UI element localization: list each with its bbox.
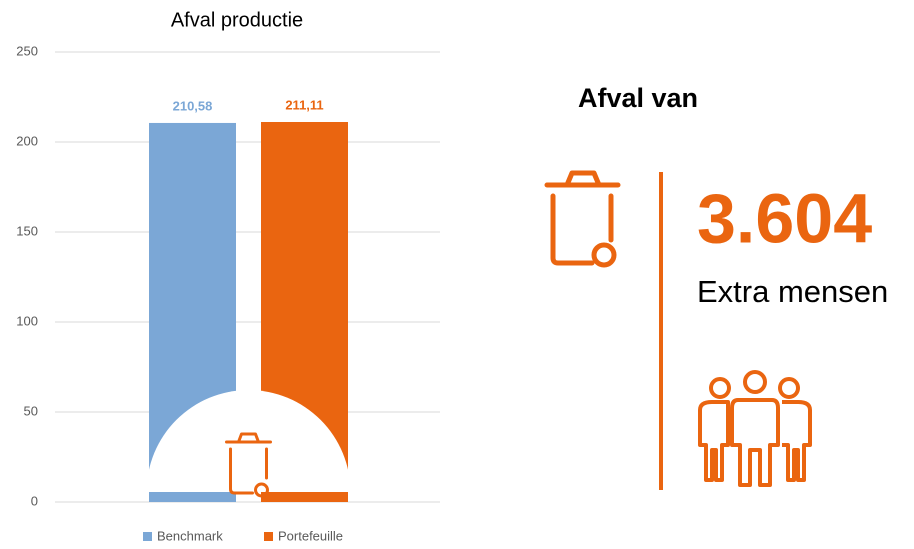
people-icon xyxy=(698,370,812,487)
legend-swatch xyxy=(264,532,273,541)
legend-swatch xyxy=(143,532,152,541)
y-tick-label: 200 xyxy=(16,133,38,148)
plot-area: 0 50 100 150 200 250 210,58 211,11 Benchmark Port… xyxy=(16,43,440,543)
y-tick-label: 50 xyxy=(24,403,38,418)
count: 3.604 xyxy=(697,179,872,257)
value-label: 211,11 xyxy=(285,97,323,112)
trash-lid xyxy=(225,432,272,444)
trash-wheel xyxy=(254,482,269,498)
info-panel: Afval van 3.604 Extra mensen xyxy=(544,83,888,490)
chart-title: Afval productie xyxy=(171,9,303,31)
trash-body xyxy=(229,447,254,495)
y-tick-label: 150 xyxy=(16,223,38,238)
value-label: 210,58 xyxy=(173,98,213,113)
legend-label: Benchmark xyxy=(157,528,223,543)
legend-label: Portefeuille xyxy=(278,528,343,543)
y-tick-label: 100 xyxy=(16,313,38,328)
y-tick-label: 0 xyxy=(31,493,38,508)
caption: Extra mensen xyxy=(697,274,888,309)
y-tick-label: 250 xyxy=(16,43,38,58)
trash-icon xyxy=(225,432,272,498)
panel-heading: Afval van xyxy=(578,83,698,113)
trash-icon xyxy=(544,170,621,268)
